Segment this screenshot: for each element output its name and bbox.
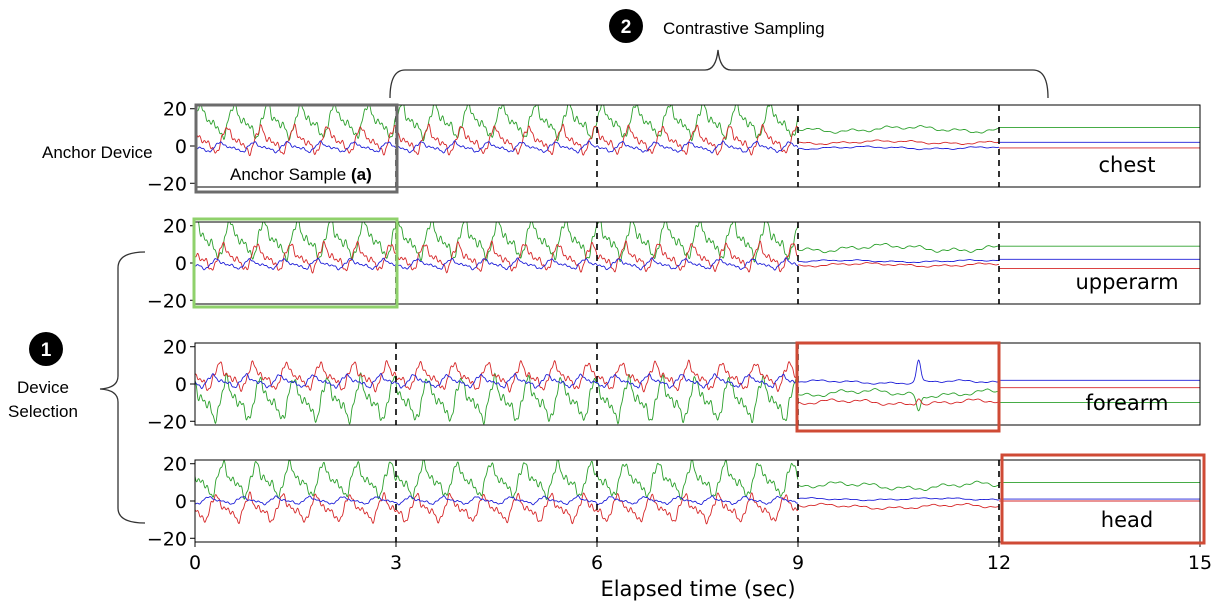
negative-sample-box-forearm	[795, 341, 1001, 433]
y-tick-label: −20	[147, 173, 187, 195]
x-tick-label: 3	[390, 552, 402, 574]
positive-sample-box	[192, 217, 399, 309]
y-tick-label: −20	[147, 411, 187, 433]
signal-head-2	[195, 495, 1200, 506]
signal-head-0	[195, 460, 1200, 501]
signal-chest-2	[195, 140, 1200, 154]
panel-signals-forearm	[195, 359, 1200, 425]
negative-sample-box-head	[1000, 453, 1206, 545]
device-selection-annotation: 1 Device Selection	[8, 251, 146, 524]
signal-head-1	[195, 491, 1200, 525]
anchor-sample-label-mark: (a)	[351, 165, 372, 184]
panel-label-forearm: forearm	[1086, 391, 1169, 415]
panel-label-head: head	[1101, 508, 1153, 532]
panel-signals-upperarm	[195, 222, 1200, 274]
panel-label-upperarm: upperarm	[1075, 270, 1178, 294]
x-tick-label: 6	[591, 552, 603, 574]
signal-forearm-2	[195, 359, 1200, 390]
device-brace	[99, 251, 146, 524]
device-label-line2: Selection	[8, 402, 78, 421]
contrastive-badge-number: 2	[621, 17, 632, 38]
device-label-line1: Device	[17, 378, 69, 397]
anchor-sample-label-bg	[227, 162, 392, 186]
signal-chest-0	[195, 105, 1200, 142]
contrastive-sampling-annotation: 2 Contrastive Sampling	[389, 9, 1049, 99]
panel-signals-chest	[195, 105, 1200, 157]
y-tick-label: 20	[163, 454, 187, 476]
y-tick-label: 0	[175, 374, 187, 396]
y-tick-label: 20	[163, 216, 187, 238]
signal-upperarm-0	[195, 222, 1200, 263]
x-axis-label: Elapsed time (sec)	[600, 577, 795, 601]
y-tick-label: 0	[175, 491, 187, 513]
signal-forearm-0	[195, 372, 1200, 425]
x-tick-label: 15	[1188, 552, 1212, 574]
y-tick-label: 0	[175, 253, 187, 275]
anchor-sample-box	[194, 103, 399, 194]
x-tick-label: 0	[189, 552, 201, 574]
x-tick-label: 12	[987, 552, 1011, 574]
highlight-overlay: Anchor Sample (a)	[192, 103, 1206, 545]
panel-signals-head	[195, 460, 1200, 525]
panel-forearm: 20 0 −20 forearm	[147, 337, 1201, 433]
signal-chest-1	[195, 123, 1200, 157]
signal-upperarm-1	[195, 240, 1200, 274]
signal-upperarm-2	[195, 257, 1200, 271]
panel-label-chest: chest	[1099, 153, 1156, 177]
anchor-sample-label: Anchor Sample (a)	[230, 165, 372, 184]
contrastive-badge-circle	[609, 9, 643, 43]
contrastive-brace	[389, 49, 1049, 99]
anchor-sample-label-text: Anchor Sample	[230, 165, 351, 184]
contrastive-sampling-label: Contrastive Sampling	[663, 19, 825, 38]
panel-upperarm: 20 0 −20 upperarm	[147, 216, 1201, 312]
y-tick-label: −20	[147, 528, 187, 550]
y-tick-label: 20	[163, 337, 187, 359]
signal-forearm-1	[195, 359, 1200, 406]
y-tick-label: −20	[147, 290, 187, 312]
device-badge-circle	[29, 332, 63, 366]
device-badge-number: 1	[41, 340, 52, 361]
anchor-device-label: Anchor Device	[42, 143, 153, 162]
x-tick-label: 9	[792, 552, 804, 574]
y-tick-label: 0	[175, 136, 187, 158]
y-tick-label: 20	[163, 99, 187, 121]
